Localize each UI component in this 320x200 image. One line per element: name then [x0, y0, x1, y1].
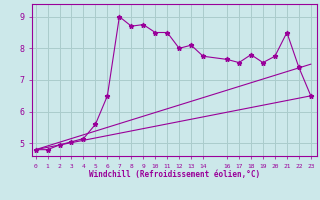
X-axis label: Windchill (Refroidissement éolien,°C): Windchill (Refroidissement éolien,°C) — [89, 170, 260, 179]
